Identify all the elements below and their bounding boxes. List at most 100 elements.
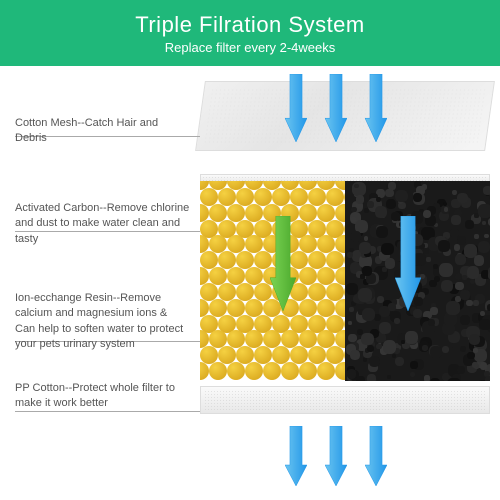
filtration-diagram: Cotton Mesh--Catch Hair and DebrisActiva…	[0, 66, 500, 500]
carbon-chunk	[446, 301, 460, 315]
carbon-chunk	[422, 345, 428, 351]
carbon-chunk	[379, 322, 391, 334]
carbon-chunk	[367, 201, 374, 208]
resin-ball	[200, 362, 209, 380]
carbon-chunk	[349, 307, 354, 312]
carbon-chunk	[444, 207, 449, 212]
carbon-chunk	[358, 288, 372, 302]
carbon-chunk	[473, 348, 478, 353]
carbon-chunk	[478, 204, 490, 218]
carbon-chunk	[467, 352, 474, 359]
resin-ball	[245, 299, 263, 317]
carbon-chunk	[465, 220, 474, 229]
carbon-chunk	[395, 190, 408, 203]
resin-ball	[200, 204, 209, 222]
carbon-chunk	[361, 333, 373, 345]
resin-ball	[227, 299, 245, 317]
carbon-chunk	[474, 234, 479, 239]
resin-ball	[335, 362, 345, 380]
carbon-chunk	[487, 304, 490, 311]
resin-ball	[227, 362, 245, 380]
carbon-chunk	[424, 375, 430, 381]
resin-ball	[227, 204, 245, 222]
layer-label: Ion-ecchange Resin--Remove calcium and m…	[15, 291, 190, 353]
carbon-chunk	[467, 266, 479, 278]
carbon-chunk	[359, 242, 371, 254]
carbon-chunk	[430, 307, 438, 315]
resin-ball	[245, 204, 263, 222]
carbon-chunk	[488, 272, 490, 278]
carbon-chunk	[460, 290, 470, 300]
page-subtitle: Replace filter every 2-4weeks	[165, 40, 336, 55]
carbon-chunk	[367, 345, 374, 352]
carbon-chunk	[429, 280, 436, 287]
carbon-chunk	[480, 362, 487, 369]
carbon-chunk	[482, 221, 486, 225]
carbon-chunk	[450, 229, 458, 237]
carbon-chunk	[441, 280, 453, 292]
carbon-chunk	[394, 318, 400, 324]
carbon-chunk	[410, 372, 415, 377]
carbon-chunk	[472, 362, 478, 368]
resin-ball	[209, 204, 227, 222]
resin-ball	[317, 204, 335, 222]
carbon-chunk	[356, 376, 364, 381]
mid-layers	[200, 181, 490, 381]
carbon-chunk	[457, 366, 465, 374]
carbon-chunk	[348, 321, 352, 325]
carbon-chunk	[346, 283, 358, 295]
resin-ball	[299, 299, 317, 317]
carbon-chunk	[430, 378, 440, 381]
resin-ball	[254, 188, 272, 206]
carbon-chunk	[451, 215, 461, 225]
blue-arrow-icon	[285, 426, 307, 486]
blue-arrow-icon	[325, 74, 347, 142]
carbon-chunk	[387, 375, 391, 379]
carbon-chunk	[405, 331, 418, 344]
carbon-chunk	[367, 374, 376, 381]
carbon-chunk	[466, 300, 473, 307]
resin-ball	[299, 204, 317, 222]
carbon-chunk	[428, 319, 435, 326]
resin-ball	[317, 299, 335, 317]
carbon-chunk	[354, 184, 359, 189]
resin-ball	[209, 299, 227, 317]
carbon-chunk	[439, 263, 453, 277]
resin-ball	[200, 188, 218, 206]
carbon-chunk	[430, 346, 442, 358]
resin-ball	[317, 362, 335, 380]
resin-ball	[272, 188, 290, 206]
resin-ball	[245, 362, 263, 380]
resin-ball	[209, 362, 227, 380]
carbon-chunk	[478, 241, 490, 253]
carbon-chunk	[485, 376, 490, 381]
blue-arrow-icon	[325, 426, 347, 486]
green-arrow-icon	[270, 216, 296, 311]
carbon-chunk	[460, 346, 466, 352]
carbon-chunk	[376, 226, 388, 238]
blue-arrow-icon	[365, 74, 387, 142]
carbon-chunk	[473, 300, 479, 306]
carbon-chunk	[375, 206, 387, 218]
carbon-chunk	[469, 334, 480, 345]
carbon-chunk	[381, 243, 394, 256]
resin-ball	[281, 362, 299, 380]
carbon-chunk	[392, 354, 396, 358]
carbon-chunk	[462, 275, 467, 280]
carbon-chunk	[479, 319, 490, 330]
resin-ball	[218, 188, 236, 206]
carbon-chunk	[395, 357, 405, 367]
carbon-chunk	[410, 361, 418, 369]
resin-ball	[263, 362, 281, 380]
page-title: Triple Filration System	[135, 12, 365, 38]
carbon-chunk	[423, 248, 429, 254]
carbon-chunk	[350, 350, 361, 361]
carbon-chunk	[426, 257, 431, 262]
carbon-chunk	[356, 195, 364, 203]
carbon-chunk	[480, 311, 486, 317]
carbon-chunk	[433, 264, 438, 269]
carbon-chunk	[413, 193, 422, 202]
carbon-chunk	[362, 266, 372, 276]
resin-ball	[326, 188, 344, 206]
resin-ball	[308, 188, 326, 206]
